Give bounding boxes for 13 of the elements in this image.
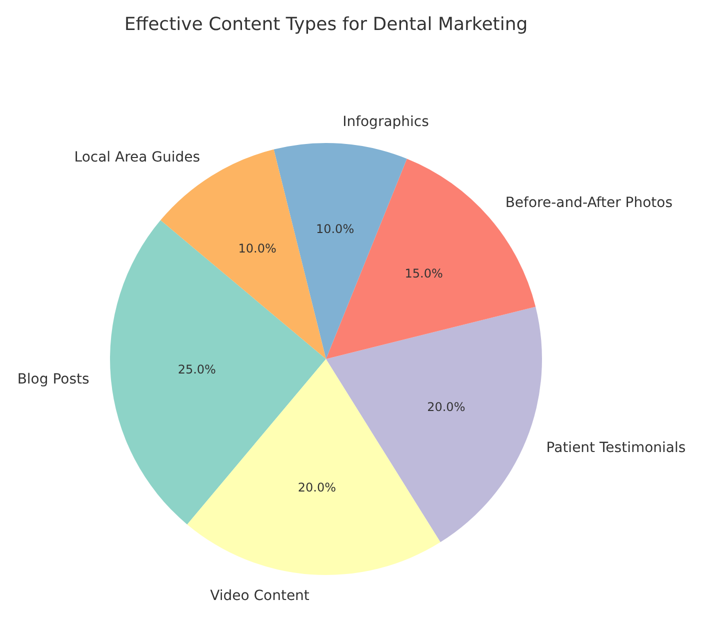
data-label: 25.0% [178,362,216,377]
data-label: 20.0% [298,480,336,495]
slice-label: Video Content [210,588,310,604]
slice-label: Infographics [342,114,429,130]
slice-label: Local Area Guides [74,149,200,166]
data-label: 10.0% [316,222,354,236]
data-label: 20.0% [427,400,466,414]
chart-title: Effective Content Types for Dental Marketing [124,14,528,35]
data-label: 10.0% [238,241,276,256]
slice-label: Blog Posts [17,372,90,388]
slice-label: Patient Testimonials [546,440,686,456]
slice-label: Before-and-After Photos [505,194,673,211]
data-label: 15.0% [404,266,443,280]
